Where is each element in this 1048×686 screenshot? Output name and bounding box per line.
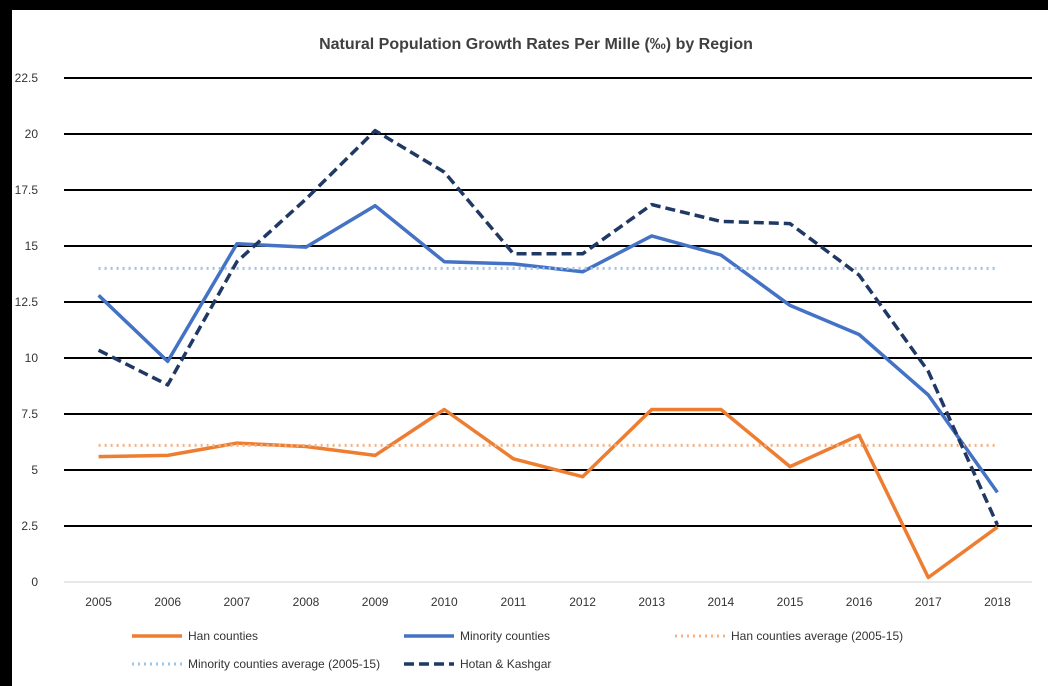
x-axis-ticks: 2005 2006 2007 2008 2009 2010 2011 2012 2013 2014… xyxy=(85,595,1011,609)
legend-item: Han counties average (2005-15) xyxy=(675,629,903,643)
x-tick-label: 2011 xyxy=(501,595,527,609)
legend-label: Hotan & Kashgar xyxy=(460,657,551,671)
chart-title: Natural Population Growth Rates Per Mill… xyxy=(319,36,753,53)
series-1 xyxy=(97,203,999,494)
series-0 xyxy=(98,407,999,580)
x-tick-label: 2007 xyxy=(224,595,251,609)
x-tick-label: 2005 xyxy=(85,595,112,609)
y-tick-label: 12.5 xyxy=(15,295,39,309)
y-tick-label: 20 xyxy=(25,127,39,141)
legend-item: Han counties xyxy=(132,629,258,643)
y-tick-label: 17.5 xyxy=(15,183,39,197)
line-chart: Natural Population Growth Rates Per Mill… xyxy=(15,36,1032,671)
series-line xyxy=(97,203,999,494)
series-line xyxy=(98,407,999,580)
legend: Han counties Minority counties Han countie… xyxy=(132,629,903,671)
y-tick-label: 15 xyxy=(25,239,39,253)
y-axis-ticks: 0 2.5 5 7.5 10 12.5 15 17.5 20 22.5 xyxy=(15,71,39,589)
y-tick-label: 5 xyxy=(31,463,38,477)
x-tick-label: 2014 xyxy=(708,595,735,609)
gridlines xyxy=(64,77,1032,583)
x-tick-label: 2010 xyxy=(431,595,458,609)
legend-item: Minority counties xyxy=(404,629,550,643)
x-tick-label: 2009 xyxy=(362,595,389,609)
x-tick-label: 2008 xyxy=(293,595,320,609)
y-tick-label: 7.5 xyxy=(21,407,38,421)
y-tick-label: 2.5 xyxy=(21,519,38,533)
series-line xyxy=(97,128,999,526)
y-tick-label: 22.5 xyxy=(15,71,39,85)
x-tick-label: 2017 xyxy=(915,595,942,609)
x-tick-label: 2013 xyxy=(638,595,665,609)
x-tick-label: 2012 xyxy=(569,595,596,609)
x-tick-label: 2018 xyxy=(984,595,1011,609)
y-tick-label: 0 xyxy=(31,575,38,589)
x-tick-label: 2015 xyxy=(777,595,804,609)
series-4 xyxy=(97,128,999,526)
legend-item: Hotan & Kashgar xyxy=(404,657,551,671)
y-tick-label: 10 xyxy=(25,351,39,365)
legend-label: Minority counties xyxy=(460,629,550,643)
legend-label: Minority counties average (2005-15) xyxy=(188,657,380,671)
chart-frame: Natural Population Growth Rates Per Mill… xyxy=(12,10,1048,686)
legend-label: Han counties xyxy=(188,629,258,643)
x-tick-label: 2016 xyxy=(846,595,873,609)
series-lines xyxy=(97,128,999,580)
legend-label: Han counties average (2005-15) xyxy=(731,629,903,643)
x-tick-label: 2006 xyxy=(154,595,181,609)
legend-item: Minority counties average (2005-15) xyxy=(132,657,380,671)
